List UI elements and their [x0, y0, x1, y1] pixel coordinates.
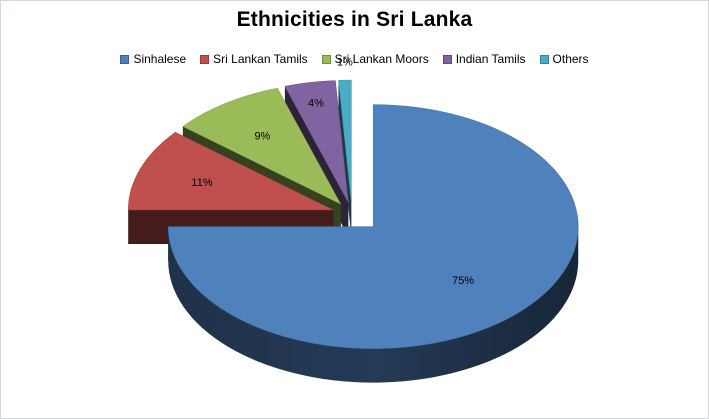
slice-wall-others-0 — [338, 80, 352, 237]
legend-swatch-sri-lankan-tamils — [200, 54, 210, 64]
slice-sri-lankan-moors — [182, 87, 342, 205]
legend-item-sinhalese: Sinhalese — [120, 52, 186, 66]
legend-label-others: Others — [552, 52, 589, 66]
slice-sri-lankan-tamils — [127, 131, 334, 211]
slice-indian-tamils — [284, 80, 349, 203]
slice-tops — [127, 79, 579, 349]
legend-item-others: Others — [539, 52, 589, 66]
slice-label-indian-tamils: 4% — [308, 98, 324, 110]
legend-swatch-sinhalese — [120, 54, 130, 64]
legend-label-sri-lankan-tamils: Sri Lankan Tamils — [213, 52, 308, 66]
slice-label-others: 1% — [337, 57, 353, 69]
legend-label-indian-tamils: Indian Tamils — [455, 52, 526, 66]
legend-swatch-others — [539, 54, 549, 64]
slice-label-sri-lankan-tamils: 11% — [191, 177, 212, 189]
slice-label-sri-lankan-moors: 9% — [254, 131, 270, 143]
legend-swatch-sri-lankan-moors — [321, 54, 331, 64]
slice-labels: 75% 11% 9% 4% 1% — [191, 57, 474, 287]
legend-label-sinhalese: Sinhalese — [133, 52, 187, 66]
legend-item-sri-lankan-moors: Sri Lankan Moors — [321, 52, 429, 66]
slice-sinhalese — [167, 104, 579, 349]
legend: Sinhalese Sri Lankan Tamils Sri Lankan M… — [0, 52, 709, 66]
chart-title: Ethnicities in Sri Lanka — [236, 8, 473, 31]
slice-label-sinhalese: 75% — [452, 275, 474, 287]
slice-others — [338, 79, 352, 203]
legend-item-indian-tamils: Indian Tamils — [442, 52, 526, 66]
slice-rim-shade-sinhalese — [168, 226, 579, 383]
legend-swatch-indian-tamils — [442, 54, 452, 64]
legend-item-sri-lankan-tamils: Sri Lankan Tamils — [200, 52, 308, 66]
legend-label-sri-lankan-moors: Sri Lankan Moors — [334, 52, 429, 66]
